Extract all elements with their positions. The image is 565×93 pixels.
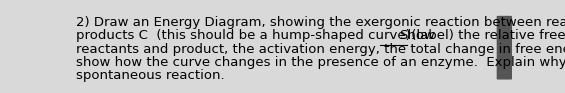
FancyBboxPatch shape	[497, 16, 512, 80]
Text: products C  (this should be a hump-shaped curve).: products C (this should be a hump-shaped…	[76, 29, 423, 42]
Text: reactants and product, the activation energy, the total change in free energy, a: reactants and product, the activation en…	[76, 43, 565, 56]
Text: Show: Show	[399, 29, 434, 42]
Text: show how the curve changes in the presence of an enzyme.  Explain why this is co: show how the curve changes in the presen…	[76, 56, 565, 69]
Text: (label) the relative free energies for the: (label) the relative free energies for t…	[407, 29, 565, 42]
Text: spontaneous reaction.: spontaneous reaction.	[76, 69, 224, 82]
Text: 2) Draw an Energy Diagram, showing the exergonic reaction between reactants A & : 2) Draw an Energy Diagram, showing the e…	[76, 16, 565, 29]
